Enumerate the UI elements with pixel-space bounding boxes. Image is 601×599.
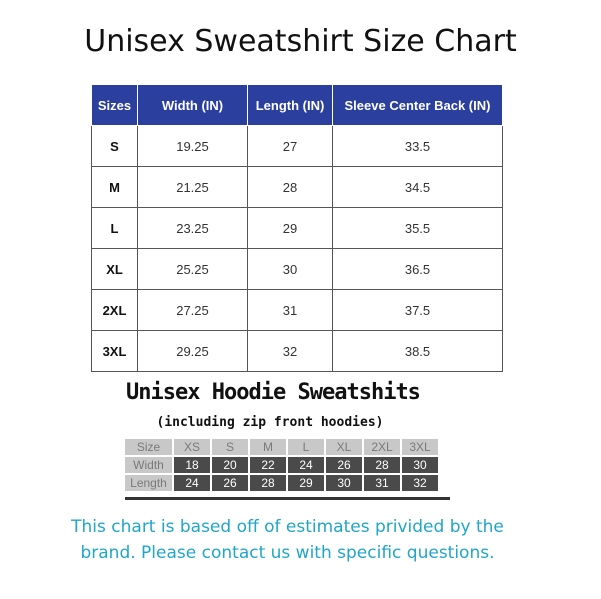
sweatshirt-size-table: Sizes Width (IN) Length (IN) Sleeve Cent… — [91, 84, 503, 372]
size-cell: L — [91, 207, 138, 249]
hoodie-size-3xl: 3XL — [402, 439, 438, 455]
column-header-sizes: Sizes — [91, 84, 138, 126]
sleeve-cell: 35.5 — [332, 207, 503, 249]
size-cell: S — [91, 125, 138, 167]
table-row: XL 25.25 30 36.5 — [91, 248, 503, 290]
size-cell: 2XL — [91, 289, 138, 331]
hoodie-value-cell: 26 — [326, 457, 362, 473]
sleeve-cell: 33.5 — [332, 125, 503, 167]
hoodie-title: Unisex Hoodie Sweatshits — [126, 380, 421, 405]
hoodie-size-s: S — [212, 439, 248, 455]
hoodie-value-cell: 24 — [288, 457, 324, 473]
hoodie-value-cell: 28 — [250, 475, 286, 491]
hoodie-value-cell: 32 — [402, 475, 438, 491]
width-cell: 25.25 — [137, 248, 248, 290]
length-cell: 32 — [247, 330, 333, 372]
disclaimer-line-1: This chart is based off of estimates pri… — [71, 517, 504, 537]
hoodie-size-l: L — [288, 439, 324, 455]
sleeve-cell: 37.5 — [332, 289, 503, 331]
size-cell: XL — [91, 248, 138, 290]
width-cell: 23.25 — [137, 207, 248, 249]
table-row: M 21.25 28 34.5 — [91, 166, 503, 208]
hoodie-size-xl: XL — [326, 439, 362, 455]
table-row: 2XL 27.25 31 37.5 — [91, 289, 503, 331]
hoodie-width-row: Width 18 20 22 24 26 28 30 — [125, 457, 438, 473]
width-cell: 29.25 — [137, 330, 248, 372]
sleeve-cell: 36.5 — [332, 248, 503, 290]
hoodie-value-cell: 31 — [364, 475, 400, 491]
length-cell: 30 — [247, 248, 333, 290]
sleeve-cell: 38.5 — [332, 330, 503, 372]
hoodie-size-label: Size — [125, 439, 172, 455]
width-cell: 27.25 — [137, 289, 248, 331]
table-row: 3XL 29.25 32 38.5 — [91, 330, 503, 372]
table-row: S 19.25 27 33.5 — [91, 125, 503, 167]
length-cell: 27 — [247, 125, 333, 167]
hoodie-size-table: Size XS S M L XL 2XL 3XL Width 18 20 22 … — [123, 437, 440, 493]
length-cell: 29 — [247, 207, 333, 249]
column-header-sleeve: Sleeve Center Back (IN) — [332, 84, 503, 126]
hoodie-value-cell: 29 — [288, 475, 324, 491]
column-header-width: Width (IN) — [137, 84, 248, 126]
size-cell: M — [91, 166, 138, 208]
width-cell: 21.25 — [137, 166, 248, 208]
size-cell: 3XL — [91, 330, 138, 372]
hoodie-subtitle: (including zip front hoodies) — [156, 415, 384, 430]
table-header-row: Sizes Width (IN) Length (IN) Sleeve Cent… — [91, 84, 503, 126]
hoodie-row-label: Length — [125, 475, 172, 491]
hoodie-size-2xl: 2XL — [364, 439, 400, 455]
hoodie-length-row: Length 24 26 28 29 30 31 32 — [125, 475, 438, 491]
width-cell: 19.25 — [137, 125, 248, 167]
hoodie-size-m: M — [250, 439, 286, 455]
hoodie-row-label: Width — [125, 457, 172, 473]
hoodie-value-cell: 26 — [212, 475, 248, 491]
hoodie-value-cell: 18 — [174, 457, 210, 473]
hoodie-value-cell: 22 — [250, 457, 286, 473]
page-title: Unisex Sweatshirt Size Chart — [84, 24, 517, 59]
hoodie-value-cell: 30 — [326, 475, 362, 491]
disclaimer-note: This chart is based off of estimates pri… — [0, 514, 575, 566]
table-row: L 23.25 29 35.5 — [91, 207, 503, 249]
length-cell: 31 — [247, 289, 333, 331]
hoodie-value-cell: 28 — [364, 457, 400, 473]
length-cell: 28 — [247, 166, 333, 208]
hoodie-value-cell: 30 — [402, 457, 438, 473]
disclaimer-line-2: brand. Please contact us with specific q… — [80, 543, 495, 563]
column-header-length: Length (IN) — [247, 84, 333, 126]
sleeve-cell: 34.5 — [332, 166, 503, 208]
hoodie-value-cell: 20 — [212, 457, 248, 473]
hoodie-header-row: Size XS S M L XL 2XL 3XL — [125, 439, 438, 455]
hoodie-divider — [125, 497, 450, 500]
hoodie-value-cell: 24 — [174, 475, 210, 491]
hoodie-size-xs: XS — [174, 439, 210, 455]
